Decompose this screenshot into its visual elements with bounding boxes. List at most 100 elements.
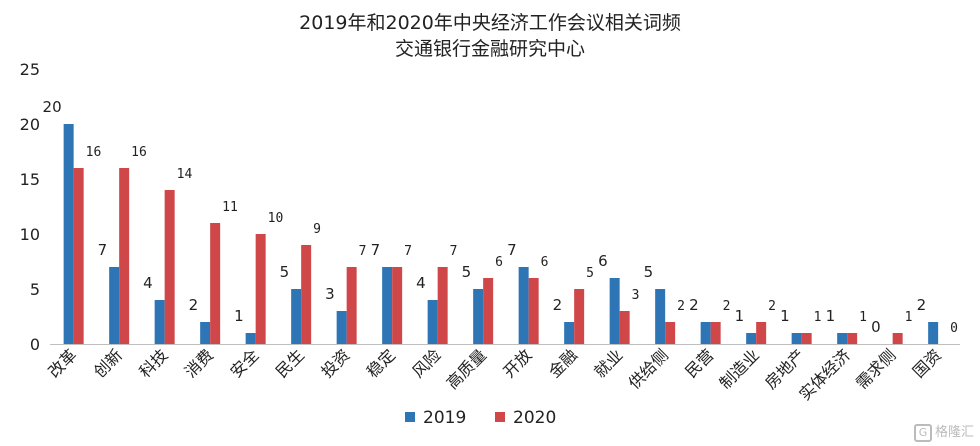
data-label-2019-16: 1 xyxy=(735,307,745,325)
data-label-2019-4: 2 xyxy=(189,296,199,314)
bar-2020-14 xyxy=(665,322,676,344)
data-label-2020-1: 16 xyxy=(86,145,102,160)
data-label-2020-12: 5 xyxy=(586,266,594,281)
data-label-2020-5: 10 xyxy=(268,211,284,226)
data-label-2020-6: 9 xyxy=(313,222,321,237)
data-label-2019-10: 5 xyxy=(462,263,472,281)
data-label-2020-18: 1 xyxy=(859,310,867,325)
x-tick-label-13: 就业 xyxy=(590,345,626,381)
y-tick-label: 10 xyxy=(20,225,40,244)
data-label-2020-16: 2 xyxy=(768,299,776,314)
data-label-2020-19: 1 xyxy=(905,310,913,325)
data-label-2020-13: 3 xyxy=(632,288,640,303)
data-label-2020-4: 11 xyxy=(222,200,238,215)
bar-2019-5 xyxy=(245,333,256,344)
x-tick-label-14: 供给侧 xyxy=(625,345,672,392)
x-tick-label-19: 需求侧 xyxy=(852,345,899,392)
bar-2019-10 xyxy=(473,289,484,344)
data-label-2019-7: 3 xyxy=(325,285,335,303)
x-tick-label-8: 稳定 xyxy=(363,345,399,381)
data-label-2019-1: 20 xyxy=(43,98,62,116)
y-tick-label: 20 xyxy=(20,115,40,134)
bar-2020-16 xyxy=(756,322,767,344)
bar-2020-3 xyxy=(164,190,175,344)
bar-2020-4 xyxy=(210,223,221,344)
bar-2020-5 xyxy=(255,234,266,344)
x-tick-label-3: 科技 xyxy=(135,345,171,381)
data-label-2019-15: 2 xyxy=(689,296,699,314)
data-label-2020-15: 2 xyxy=(723,299,731,314)
bar-2019-11 xyxy=(518,267,529,344)
legend-label-2020: 2020 xyxy=(513,408,557,428)
x-tick-label-4: 消费 xyxy=(181,345,217,381)
bar-2019-2 xyxy=(109,267,120,344)
chart-title: 2019年和2020年中央经济工作会议相关词频 xyxy=(299,12,681,34)
x-tick-label-12: 金融 xyxy=(545,345,581,381)
bar-2020-7 xyxy=(346,267,357,344)
bar-2019-3 xyxy=(154,300,165,344)
x-tick-label-9: 风险 xyxy=(408,345,444,381)
bar-2019-14 xyxy=(655,289,666,344)
data-label-2019-8: 7 xyxy=(371,241,381,259)
data-label-2019-13: 6 xyxy=(598,252,608,270)
bar-2020-12 xyxy=(574,289,585,344)
data-label-2020-9: 7 xyxy=(450,244,458,259)
bar-2019-18 xyxy=(837,333,848,344)
data-label-2020-3: 14 xyxy=(177,167,193,182)
y-tick-label: 25 xyxy=(20,60,40,79)
data-label-2019-12: 2 xyxy=(553,296,563,314)
x-tick-label-10: 高质量 xyxy=(443,345,490,392)
data-label-2020-17: 1 xyxy=(814,310,822,325)
bar-2019-1 xyxy=(63,124,74,344)
legend-swatch-2019 xyxy=(405,412,415,422)
data-label-2020-8: 7 xyxy=(404,244,412,259)
data-label-2019-3: 4 xyxy=(143,274,153,292)
watermark-text: 格隆汇 xyxy=(934,425,974,440)
x-tick-label-11: 开放 xyxy=(499,345,535,381)
data-label-2019-5: 1 xyxy=(234,307,244,325)
bar-2019-8 xyxy=(382,267,393,344)
bar-2019-13 xyxy=(609,278,620,344)
bar-2019-6 xyxy=(291,289,302,344)
bar-2019-4 xyxy=(200,322,211,344)
y-tick-label: 0 xyxy=(30,335,40,354)
chart-subtitle: 交通银行金融研究中心 xyxy=(394,38,585,60)
bar-2020-10 xyxy=(483,278,494,344)
data-label-2020-11: 6 xyxy=(541,255,549,270)
data-label-2019-9: 4 xyxy=(416,274,426,292)
data-label-2019-18: 1 xyxy=(826,307,836,325)
x-tick-label-2: 创新 xyxy=(90,345,126,381)
bar-2020-9 xyxy=(437,267,448,344)
data-label-2019-6: 5 xyxy=(280,263,290,281)
bar-2020-17 xyxy=(801,333,812,344)
watermark-logo-icon: G xyxy=(913,424,932,442)
bar-2020-18 xyxy=(847,333,858,344)
y-tick-label: 5 xyxy=(30,280,40,299)
data-label-2019-17: 1 xyxy=(780,307,790,325)
bar-2019-17 xyxy=(791,333,802,344)
data-label-2019-11: 7 xyxy=(507,241,517,259)
x-tick-label-6: 民生 xyxy=(272,345,308,381)
bar-2019-20 xyxy=(928,322,939,344)
data-label-2019-14: 5 xyxy=(644,263,654,281)
data-label-2020-7: 7 xyxy=(359,244,367,259)
data-label-2019-20: 2 xyxy=(917,296,927,314)
bar-2019-12 xyxy=(564,322,575,344)
x-tick-label-15: 民营 xyxy=(681,345,717,381)
data-label-2019-19: 0 xyxy=(871,318,881,336)
legend-label-2019: 2019 xyxy=(423,408,467,428)
watermark: G 格隆汇 xyxy=(913,421,974,442)
y-tick-label: 15 xyxy=(20,170,40,189)
bar-2020-19 xyxy=(892,333,903,344)
bar-2020-8 xyxy=(392,267,403,344)
bar-2019-9 xyxy=(427,300,438,344)
x-tick-label-1: 改革 xyxy=(44,345,80,381)
x-tick-label-16: 制造业 xyxy=(716,345,763,392)
x-tick-label-18: 实体经济 xyxy=(795,345,854,404)
bar-2020-1 xyxy=(73,168,84,344)
bar-2020-2 xyxy=(119,168,130,344)
legend-swatch-2020 xyxy=(495,412,505,422)
bar-2020-15 xyxy=(710,322,721,344)
x-tick-label-20: 国资 xyxy=(909,345,945,381)
